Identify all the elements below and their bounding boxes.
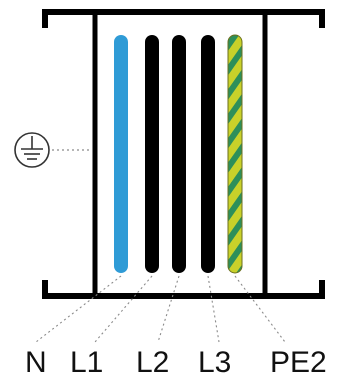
- conductor-PE2: [227, 34, 243, 274]
- conductor-N: [114, 35, 128, 273]
- label-N: N: [25, 346, 47, 379]
- label-leaders: [35, 275, 286, 343]
- leader-L2: [157, 275, 180, 343]
- leader-L1: [94, 275, 153, 343]
- leader-N: [35, 275, 122, 343]
- conductor-L3: [201, 35, 215, 273]
- conductor-L1: [145, 35, 159, 273]
- label-L1: L1: [70, 346, 103, 379]
- leader-L3: [207, 275, 220, 343]
- label-L3: L3: [198, 346, 231, 379]
- label-PE2: PE2: [270, 346, 327, 379]
- terminal-labels: N L1 L2 L3 PE2: [25, 346, 327, 379]
- conductors: [114, 34, 243, 274]
- terminal-housing: [92, 9, 268, 299]
- label-L2: L2: [136, 346, 169, 379]
- leader-PE2: [234, 275, 286, 343]
- earth-ground-icon: [14, 132, 50, 168]
- conductor-L2: [172, 35, 186, 273]
- terminal-frame: [42, 9, 325, 299]
